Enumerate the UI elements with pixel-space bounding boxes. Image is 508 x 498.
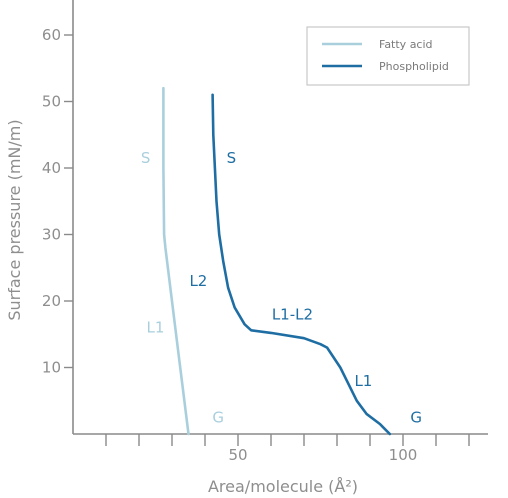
y-tick-label: 50: [42, 93, 61, 111]
y-tick-label: 10: [42, 359, 61, 377]
phase-label-s: S: [141, 149, 151, 167]
phase-label-l1: L1: [354, 372, 372, 390]
phase-label-l1: L1: [147, 319, 165, 337]
axes: 10 20 30 40 50 60 50 100 Area/molecule (Å²) Surfa…: [5, 0, 488, 496]
phase-label-g: G: [410, 408, 422, 426]
legend-label: Phospholipid: [379, 60, 449, 73]
legend: Fatty acid Phospholipid: [306, 26, 470, 86]
y-tick-label: 40: [42, 159, 61, 177]
legend-box: [306, 26, 470, 86]
y-tick-label: 30: [42, 226, 61, 244]
phase-labels: S L1 G S L2 L1-L2 L1 G: [141, 149, 422, 426]
x-axis-title: Area/molecule (Å²): [208, 477, 358, 496]
y-axis-title: Surface pressure (mN/m): [5, 119, 24, 320]
series-line-fatty-acid: [162, 86, 190, 436]
x-tick-label: 100: [389, 446, 418, 464]
y-tick-label: 20: [42, 292, 61, 310]
series-line-phospholipid: [211, 93, 392, 436]
y-tick-label: 60: [42, 26, 61, 44]
phase-label-s: S: [227, 149, 237, 167]
phase-label-l1-l2: L1-L2: [272, 305, 313, 323]
x-tick-label: 50: [228, 446, 247, 464]
phase-label-g: G: [212, 408, 224, 426]
series-layer: [162, 86, 392, 436]
legend-label: Fatty acid: [379, 38, 433, 51]
phase-label-l2: L2: [189, 272, 207, 290]
